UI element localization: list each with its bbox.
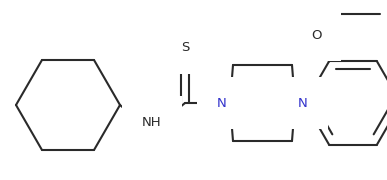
Text: NH: NH [142, 116, 162, 129]
Text: S: S [181, 41, 189, 54]
Text: O: O [311, 28, 321, 42]
Text: N: N [217, 96, 227, 109]
Text: N: N [298, 96, 308, 109]
